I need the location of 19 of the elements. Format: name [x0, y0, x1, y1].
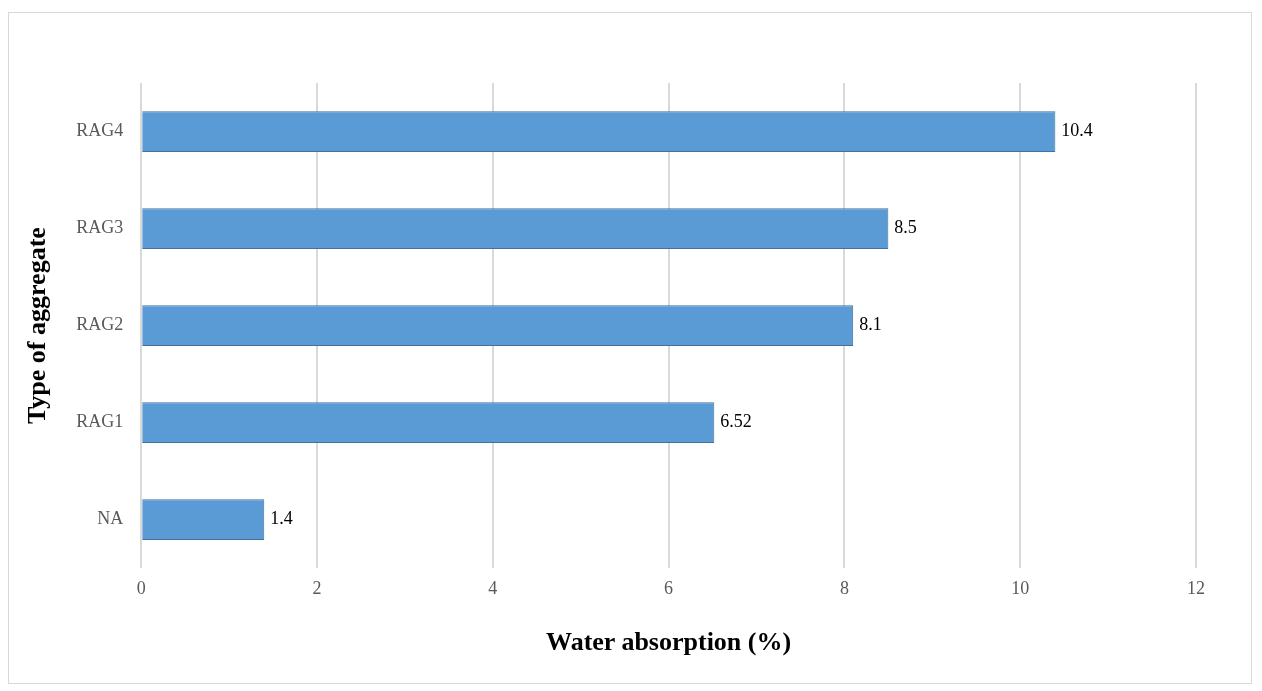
- data-label: 8.1: [859, 314, 882, 335]
- x-tick-label: 12: [1187, 577, 1205, 598]
- x-tick-label: 2: [312, 577, 322, 598]
- y-tick-label: RAG1: [76, 411, 124, 432]
- x-tick-label: 10: [1011, 577, 1030, 598]
- x-tick-label: 6: [664, 577, 674, 598]
- x-tick-label: 8: [839, 577, 849, 598]
- data-label: 1.4: [270, 508, 293, 529]
- y-tick-label: NA: [97, 508, 124, 529]
- data-label: 6.52: [720, 411, 752, 432]
- data-label: 8.5: [894, 217, 917, 238]
- x-tick-label: 0: [136, 577, 146, 598]
- y-tick-label: RAG2: [76, 314, 124, 335]
- y-tick-label: RAG4: [76, 120, 124, 141]
- y-tick-label: RAG3: [76, 217, 124, 238]
- x-axis-title: Water absorption (%): [546, 627, 792, 657]
- x-tick-label: 4: [488, 577, 498, 598]
- data-label: 10.4: [1061, 120, 1093, 141]
- y-axis-title: Type of aggregate: [22, 227, 52, 425]
